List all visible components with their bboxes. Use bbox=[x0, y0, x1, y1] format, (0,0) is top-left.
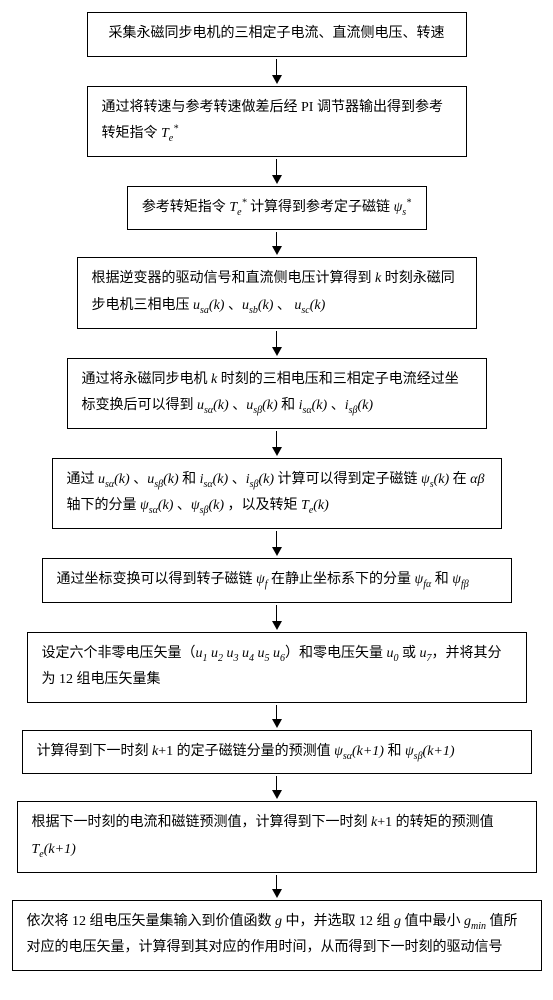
flow-arrow-n4 bbox=[272, 331, 282, 356]
flow-arrow-n3 bbox=[272, 232, 282, 255]
flow-node-n11: 依次将 12 组电压矢量集输入到价值函数 g 中，并选取 12 组 g 值中最小… bbox=[12, 900, 542, 971]
flow-node-n3: 参考转矩指令 Te* 计算得到参考定子磁链 ψs* bbox=[127, 186, 427, 231]
flow-node-n2: 通过将转速与参考转速做差后经 PI 调节器输出得到参考转矩指令 Te* bbox=[87, 86, 467, 157]
flow-arrow-n9 bbox=[272, 776, 282, 799]
flow-node-n7: 通过坐标变换可以得到转子磁链 ψf 在静止坐标系下的分量 ψfα 和 ψfβ bbox=[42, 558, 512, 603]
flow-arrow-n6 bbox=[272, 531, 282, 556]
flow-node-n9: 计算得到下一时刻 k+1 的定子磁链分量的预测值 ψsα(k+1) 和 ψsβ(… bbox=[22, 730, 532, 775]
flow-node-n1: 采集永磁同步电机的三相定子电流、直流侧电压、转速 bbox=[87, 12, 467, 57]
flow-node-n10: 根据下一时刻的电流和磁链预测值，计算得到下一时刻 k+1 的转矩的预测值 Te(… bbox=[17, 801, 537, 872]
flow-arrow-n8 bbox=[272, 705, 282, 728]
flowchart-container: 采集永磁同步电机的三相定子电流、直流侧电压、转速通过将转速与参考转速做差后经 P… bbox=[0, 0, 553, 991]
flow-node-n5: 通过将永磁同步电机 k 时刻的三相电压和三相定子电流经过坐标变换后可以得到 us… bbox=[67, 358, 487, 429]
flow-arrow-n7 bbox=[272, 605, 282, 630]
flow-node-n4: 根据逆变器的驱动信号和直流侧电压计算得到 k 时刻永磁同步电机三相电压 usa(… bbox=[77, 257, 477, 328]
flow-node-n6: 通过 usα(k) 、usβ(k) 和 isα(k) 、isβ(k) 计算可以得… bbox=[52, 458, 502, 529]
flow-arrow-n1 bbox=[272, 59, 282, 84]
flow-arrow-n2 bbox=[272, 159, 282, 184]
flow-node-n8: 设定六个非零电压矢量（u1 u2 u3 u4 u5 u6）和零电压矢量 u0 或… bbox=[27, 632, 527, 703]
flow-arrow-n5 bbox=[272, 431, 282, 456]
flow-arrow-n10 bbox=[272, 875, 282, 898]
